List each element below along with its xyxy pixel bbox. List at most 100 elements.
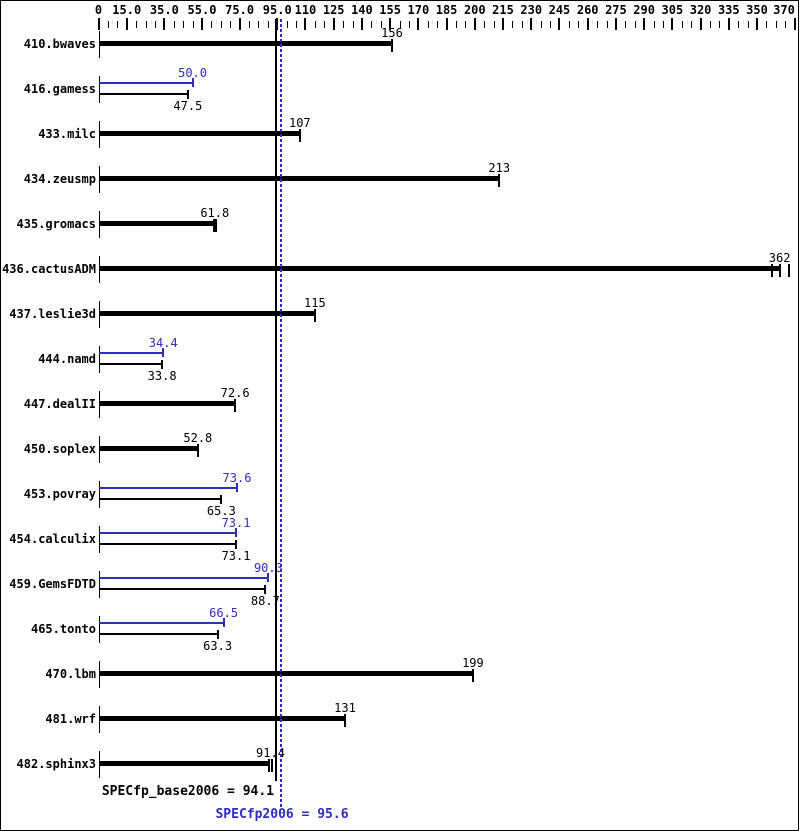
peak-bar-end-cap (267, 573, 270, 582)
axis-tick-major (125, 18, 128, 30)
axis-tick-minor (173, 21, 175, 28)
peak-bar-end-cap (222, 618, 225, 627)
base-bar (98, 498, 222, 500)
row-baseline-tick (98, 571, 100, 598)
run-cap (268, 759, 271, 772)
peak-bar (98, 352, 164, 354)
base-bar-end-cap (161, 360, 164, 369)
axis-tick-label: 245 (548, 3, 571, 17)
run-cap (391, 39, 393, 52)
base-bar (98, 633, 218, 635)
benchmark-label: 481.wrf (45, 712, 96, 726)
axis-tick-minor (550, 21, 552, 28)
axis-tick-major (586, 18, 589, 30)
axis-tick-minor (662, 21, 664, 28)
axis-tick-label: 290 (633, 3, 655, 17)
peak-value-label: 66.5 (209, 606, 239, 620)
run-cap (787, 264, 790, 277)
benchmark-label: 444.namd (38, 352, 96, 366)
base-bar (98, 401, 236, 406)
axis-tick-label: 125 (322, 3, 345, 17)
axis-tick-label: 200 (463, 3, 486, 17)
base-bar (98, 41, 392, 46)
base-bar (98, 176, 500, 181)
run-cap (471, 669, 474, 682)
base-bar (98, 671, 473, 676)
axis-tick-minor (578, 21, 580, 28)
axis-tick-label: 230 (520, 3, 543, 17)
axis-tick-label: 275 (605, 3, 627, 17)
base-bar-end-cap (186, 90, 189, 99)
base-value-label: 63.3 (203, 639, 233, 653)
base-bar (98, 93, 188, 95)
axis-tick-label: 305 (661, 3, 684, 17)
axis-tick-minor (597, 21, 599, 28)
axis-tick-minor (738, 21, 740, 28)
peak-bar (98, 487, 237, 489)
base-metric-label: SPECfp_base2006 = 94.1 (101, 784, 274, 799)
base-value-label: 156 (381, 26, 403, 40)
axis-tick-minor (211, 21, 213, 28)
axis-tick-minor (267, 21, 269, 28)
axis-tick-major (614, 18, 617, 30)
base-bar (98, 266, 780, 271)
axis-tick-major (332, 18, 335, 30)
axis-tick-minor (766, 21, 768, 28)
axis-tick-minor (296, 21, 298, 28)
row-baseline-tick (98, 526, 100, 553)
axis-tick-major (530, 18, 533, 30)
axis-tick-major (793, 18, 796, 30)
axis-tick-minor (220, 21, 222, 28)
axis-tick-major (671, 18, 674, 30)
axis-tick-minor (437, 21, 439, 28)
axis-tick-label: 0 (94, 3, 103, 17)
axis-tick-minor (521, 21, 523, 28)
axis-tick-minor (154, 21, 156, 28)
peak-bar (98, 82, 193, 84)
axis-tick-major (502, 18, 505, 30)
axis-tick-major (756, 18, 759, 30)
axis-tick-minor (493, 21, 495, 28)
peak-bar (98, 622, 224, 624)
base-bar (98, 311, 315, 316)
run-cap (212, 219, 215, 232)
run-cap (498, 174, 501, 187)
run-cap (778, 264, 781, 277)
axis-tick-label: 350 (746, 3, 768, 17)
axis-tick-minor (380, 21, 382, 28)
axis-tick-minor (540, 21, 542, 28)
axis-tick-label: 215 (492, 3, 514, 17)
base-bar (98, 761, 271, 766)
axis-tick-minor (343, 21, 345, 28)
base-value-label: 65.3 (206, 504, 236, 518)
axis-tick-major (643, 18, 646, 30)
benchmark-label: 450.soplex (23, 442, 96, 456)
run-cap (313, 309, 316, 322)
benchmark-label: 459.GemsFDTD (9, 577, 96, 591)
base-bar (98, 716, 345, 721)
axis-tick-minor (117, 21, 119, 28)
base-value-label: 115 (304, 296, 326, 310)
peak-bar-end-cap (162, 348, 165, 357)
base-value-label: 199 (462, 656, 484, 670)
axis-tick-major (558, 18, 561, 30)
benchmark-label: 470.lbm (45, 667, 96, 681)
axis-tick-major (699, 18, 702, 30)
axis-tick-label: 320 (689, 3, 712, 17)
axis-tick-major (360, 18, 363, 30)
axis-tick-major (97, 18, 100, 30)
base-bar-end-cap (216, 630, 219, 639)
run-cap (298, 129, 301, 142)
axis-tick-minor (183, 21, 185, 28)
axis-tick-minor (719, 21, 721, 28)
axis-tick-label: 260 (576, 3, 599, 17)
benchmark-label: 482.sphinx3 (16, 757, 96, 771)
axis-tick-minor (606, 21, 608, 28)
axis-tick-major (445, 18, 448, 30)
row-baseline-tick (98, 76, 100, 103)
axis-tick-minor (484, 21, 486, 28)
row-baseline-tick (98, 481, 100, 508)
benchmark-label: 453.povray (23, 487, 96, 501)
axis-tick-minor (136, 21, 138, 28)
run-cap (771, 264, 774, 277)
